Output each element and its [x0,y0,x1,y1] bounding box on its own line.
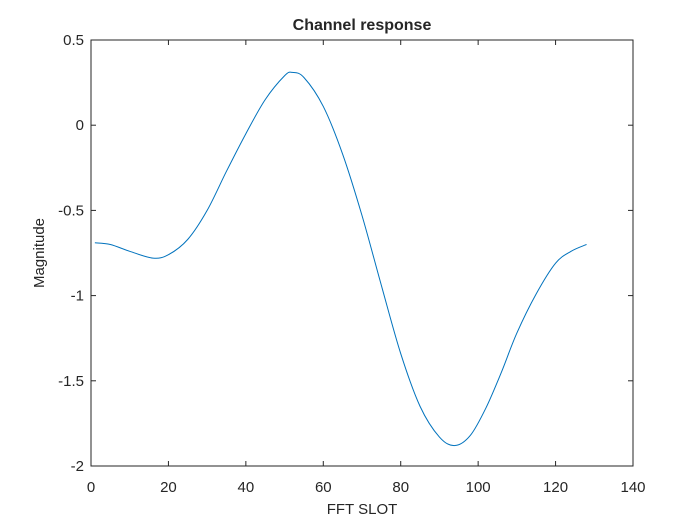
x-tick-label: 120 [543,479,568,496]
x-axis-label: FFT SLOT [327,501,398,518]
x-tick-label: 20 [160,479,177,496]
x-tick-label: 0 [87,479,95,496]
chart-title: Channel response [293,17,432,34]
y-axis-label: Magnitude [31,218,48,288]
curves [94,71,587,447]
y-ticks: 0.5 0 -0.5 -1 -1.5 -2 [58,32,633,475]
y-tick-label: -1.5 [58,373,84,390]
x-tick-label: 80 [392,479,409,496]
x-tick-label: 60 [315,479,332,496]
plot-background [91,40,633,466]
y-tick-label: -1 [71,288,84,305]
series-line [94,71,587,447]
x-ticks: 0 20 40 60 80 100 120 140 [87,40,646,496]
x-tick-label: 140 [620,479,645,496]
x-tick-label: 100 [466,479,491,496]
y-tick-label: -0.5 [58,202,84,219]
y-tick-label: -2 [71,458,84,475]
x-tick-label: 40 [238,479,255,496]
axes-box [90,39,634,467]
y-tick-label: 0.5 [63,32,84,49]
y-tick-label: 0 [76,117,84,134]
